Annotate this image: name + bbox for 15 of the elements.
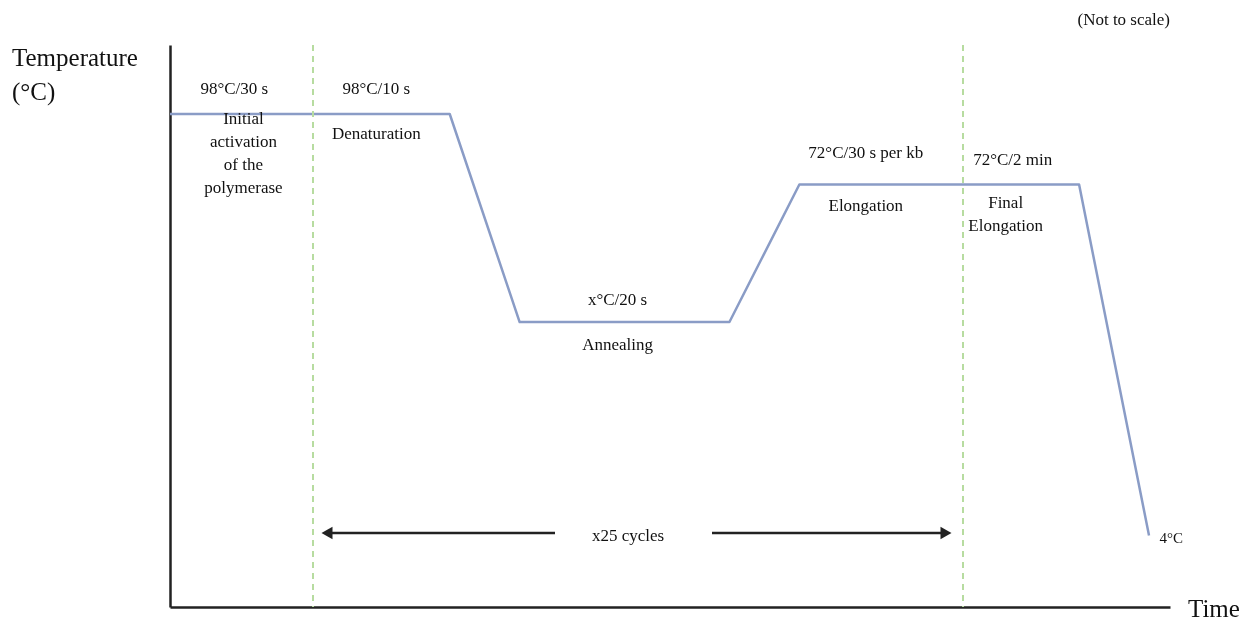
annotation: x25 cycles [591,525,665,545]
annotation: Denaturation [331,123,422,143]
y-axis-title: Temperature (°C) [12,44,138,106]
annotation: Final Elongation [968,192,1044,235]
text: (Not to scale) [1077,10,1170,30]
annotation: Initial activation of the polymerase [204,108,283,197]
text: 98°C/30 s [200,79,269,99]
text: 98°C/10 s [342,79,411,99]
annotation: x°C/20 s [587,290,648,310]
annotation: 4°C [1159,529,1184,546]
annotation: 72°C/2 min [973,149,1053,169]
annotation: 72°C/30 s per kb [808,142,924,162]
x-axis-title: Time [1188,595,1240,622]
annotation: Elongation [828,195,904,215]
annotation: Annealing [582,335,654,355]
